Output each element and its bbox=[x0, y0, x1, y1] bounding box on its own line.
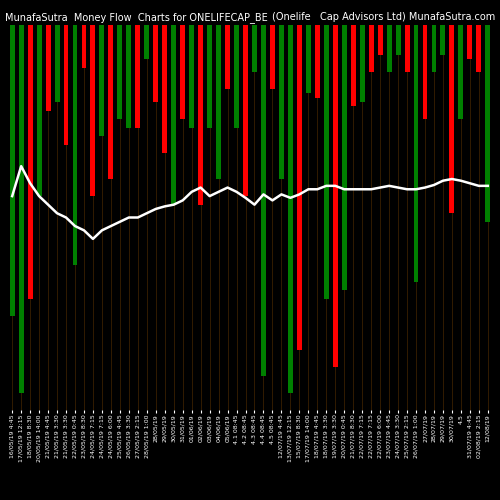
Bar bbox=[342, 25, 346, 290]
Bar bbox=[279, 25, 284, 179]
Bar bbox=[54, 25, 60, 102]
Bar bbox=[315, 25, 320, 98]
Bar bbox=[136, 25, 140, 128]
Bar bbox=[216, 25, 221, 179]
Bar bbox=[270, 25, 275, 89]
Bar bbox=[198, 25, 203, 204]
Bar bbox=[144, 25, 150, 59]
Bar bbox=[72, 25, 78, 264]
Bar bbox=[422, 25, 428, 119]
Bar bbox=[432, 25, 436, 72]
Bar bbox=[64, 25, 68, 145]
Bar bbox=[396, 25, 400, 55]
Bar bbox=[360, 25, 364, 102]
Bar bbox=[333, 25, 338, 367]
Bar bbox=[126, 25, 132, 128]
Bar bbox=[486, 25, 490, 222]
Bar bbox=[450, 25, 454, 213]
Bar bbox=[207, 25, 212, 128]
Bar bbox=[414, 25, 418, 281]
Bar bbox=[10, 25, 14, 316]
Bar bbox=[243, 25, 248, 196]
Bar bbox=[28, 25, 32, 299]
Bar bbox=[297, 25, 302, 350]
Bar bbox=[162, 25, 167, 154]
Bar bbox=[154, 25, 158, 102]
Bar bbox=[234, 25, 239, 128]
Bar bbox=[82, 25, 86, 68]
Bar bbox=[225, 25, 230, 89]
Bar bbox=[468, 25, 472, 59]
Text: MunafaSutra  Money Flow  Charts for ONELIFECAP_BE: MunafaSutra Money Flow Charts for ONELIF… bbox=[5, 12, 268, 24]
Bar bbox=[440, 25, 446, 55]
Bar bbox=[350, 25, 356, 106]
Bar bbox=[261, 25, 266, 376]
Bar bbox=[172, 25, 176, 204]
Bar bbox=[404, 25, 409, 72]
Bar bbox=[378, 25, 382, 55]
Bar bbox=[108, 25, 114, 179]
Bar bbox=[180, 25, 185, 119]
Text: (Onelife   Cap Advisors Ltd) MunafaSutra.com: (Onelife Cap Advisors Ltd) MunafaSutra.c… bbox=[272, 12, 495, 22]
Bar bbox=[306, 25, 311, 94]
Bar bbox=[18, 25, 24, 393]
Bar bbox=[386, 25, 392, 72]
Bar bbox=[288, 25, 293, 393]
Bar bbox=[46, 25, 51, 110]
Bar bbox=[100, 25, 104, 136]
Bar bbox=[90, 25, 96, 196]
Bar bbox=[252, 25, 257, 72]
Bar bbox=[476, 25, 482, 72]
Bar bbox=[189, 25, 194, 128]
Bar bbox=[324, 25, 329, 299]
Bar bbox=[458, 25, 464, 119]
Bar bbox=[118, 25, 122, 119]
Bar bbox=[36, 25, 42, 196]
Bar bbox=[368, 25, 374, 72]
